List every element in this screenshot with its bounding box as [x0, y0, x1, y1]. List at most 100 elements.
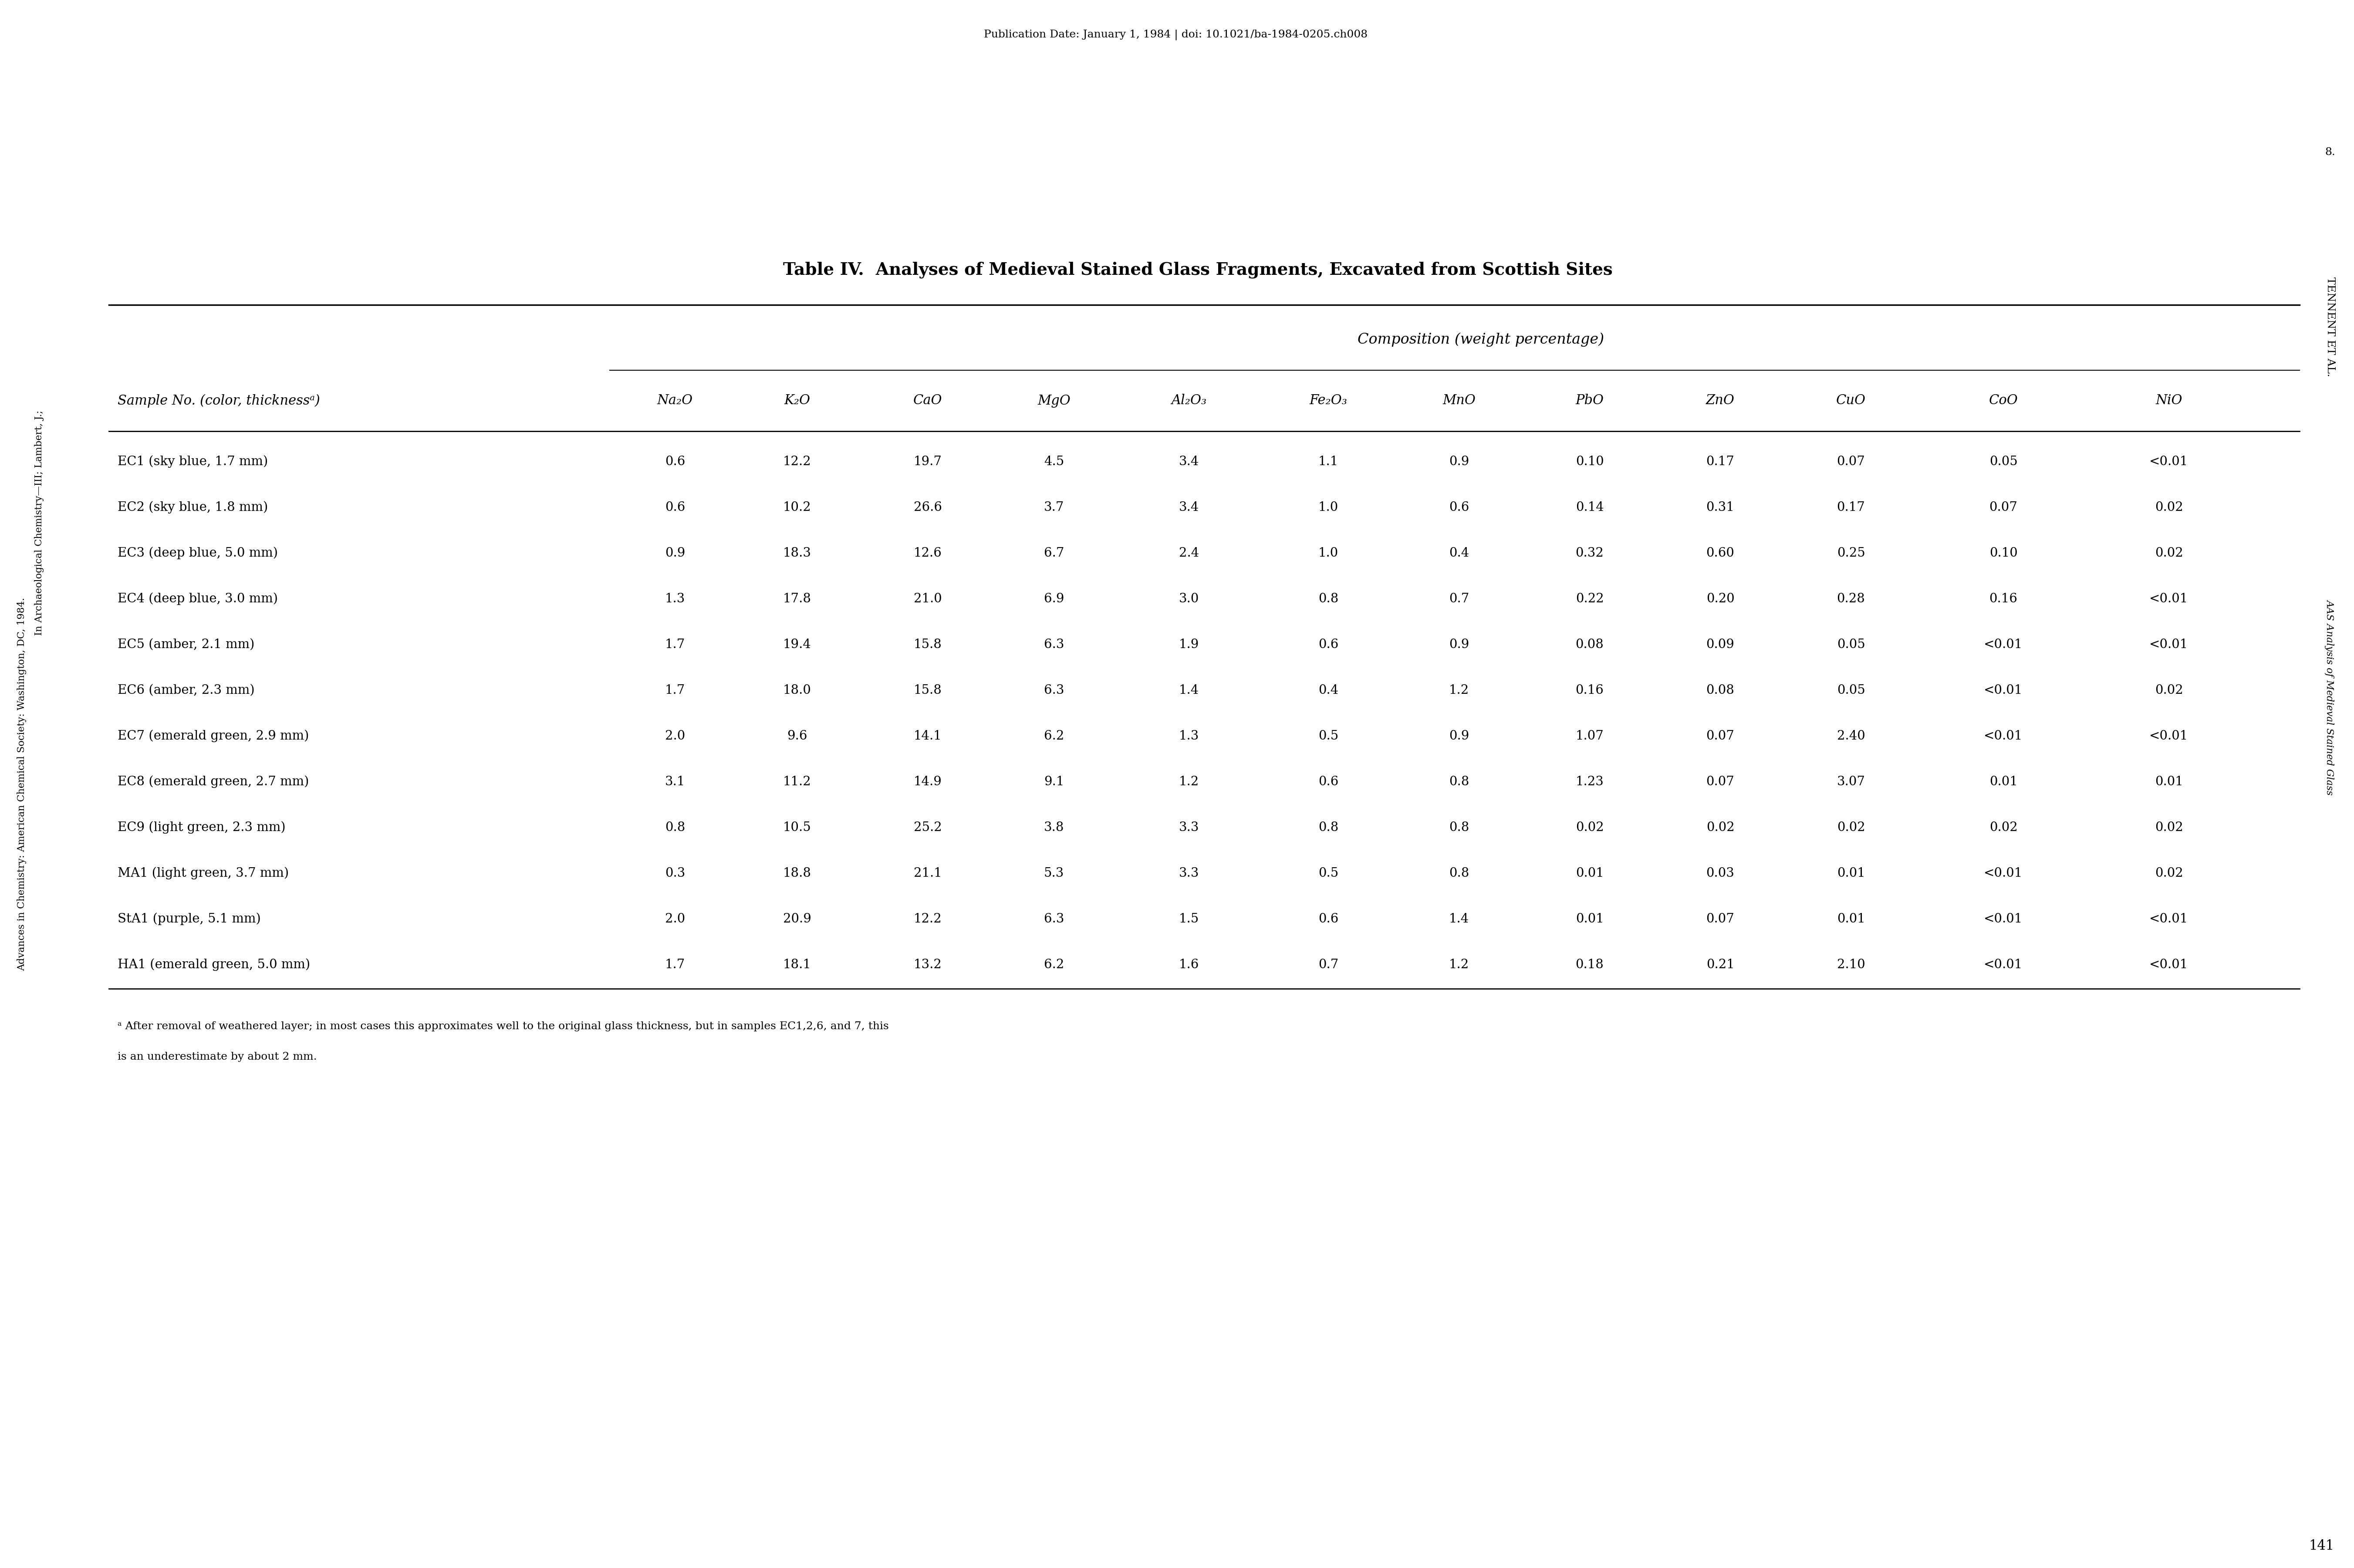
Text: 0.17: 0.17	[1836, 502, 1864, 514]
Text: 0.6: 0.6	[1318, 638, 1339, 651]
Text: 0.01: 0.01	[1575, 913, 1603, 925]
Text: 1.1: 1.1	[1318, 456, 1339, 467]
Text: 0.7: 0.7	[1450, 593, 1469, 605]
Text: In Archaeological Chemistry—III; Lambert, J.;: In Archaeological Chemistry—III; Lambert…	[35, 411, 45, 635]
Text: EC6 (amber, 2.3 mm): EC6 (amber, 2.3 mm)	[118, 684, 254, 696]
Text: 0.16: 0.16	[1989, 593, 2017, 605]
Text: AAS Analysis of Medieval Stained Glass: AAS Analysis of Medieval Stained Glass	[2326, 599, 2335, 795]
Text: 0.08: 0.08	[1575, 638, 1603, 651]
Text: 3.4: 3.4	[1179, 456, 1198, 467]
Text: 0.01: 0.01	[1575, 867, 1603, 880]
Text: 3.7: 3.7	[1043, 502, 1064, 514]
Text: 12.6: 12.6	[913, 547, 942, 560]
Text: 2.4: 2.4	[1179, 547, 1198, 560]
Text: 3.1: 3.1	[664, 776, 685, 789]
Text: MnO: MnO	[1443, 394, 1476, 408]
Text: 0.16: 0.16	[1575, 684, 1603, 696]
Text: 6.2: 6.2	[1043, 731, 1064, 742]
Text: <0.01: <0.01	[2149, 456, 2189, 467]
Text: 0.01: 0.01	[2154, 776, 2182, 789]
Text: EC2 (sky blue, 1.8 mm): EC2 (sky blue, 1.8 mm)	[118, 502, 268, 514]
Text: 0.6: 0.6	[1450, 502, 1469, 514]
Text: 6.9: 6.9	[1043, 593, 1064, 605]
Text: 3.3: 3.3	[1179, 822, 1198, 834]
Text: 3.4: 3.4	[1179, 502, 1198, 514]
Text: EC4 (deep blue, 3.0 mm): EC4 (deep blue, 3.0 mm)	[118, 593, 278, 605]
Text: 1.2: 1.2	[1450, 958, 1469, 971]
Text: 0.05: 0.05	[1836, 638, 1864, 651]
Text: EC3 (deep blue, 5.0 mm): EC3 (deep blue, 5.0 mm)	[118, 547, 278, 560]
Text: 0.10: 0.10	[1575, 456, 1603, 467]
Text: is an underestimate by about 2 mm.: is an underestimate by about 2 mm.	[118, 1052, 318, 1062]
Text: 19.7: 19.7	[913, 456, 942, 467]
Text: MA1 (light green, 3.7 mm): MA1 (light green, 3.7 mm)	[118, 867, 290, 880]
Text: 18.1: 18.1	[784, 958, 812, 971]
Text: EC1 (sky blue, 1.7 mm): EC1 (sky blue, 1.7 mm)	[118, 455, 268, 467]
Text: 0.07: 0.07	[1836, 456, 1864, 467]
Text: MgO: MgO	[1038, 394, 1071, 408]
Text: 1.9: 1.9	[1179, 638, 1198, 651]
Text: 9.1: 9.1	[1043, 776, 1064, 789]
Text: 6.7: 6.7	[1043, 547, 1064, 560]
Text: 20.9: 20.9	[784, 913, 812, 925]
Text: 3.0: 3.0	[1179, 593, 1198, 605]
Text: 0.8: 0.8	[1318, 822, 1339, 834]
Text: 0.01: 0.01	[1836, 867, 1864, 880]
Text: 0.6: 0.6	[664, 502, 685, 514]
Text: 0.17: 0.17	[1707, 456, 1735, 467]
Text: 1.07: 1.07	[1575, 731, 1603, 742]
Text: 0.02: 0.02	[2154, 684, 2182, 696]
Text: 0.4: 0.4	[1318, 684, 1339, 696]
Text: 11.2: 11.2	[784, 776, 812, 789]
Text: ᵃ After removal of weathered layer; in most cases this approximates well to the : ᵃ After removal of weathered layer; in m…	[118, 1021, 890, 1032]
Text: Table IV.  Analyses of Medieval Stained Glass Fragments, Excavated from Scottish: Table IV. Analyses of Medieval Stained G…	[784, 262, 1612, 279]
Text: 0.28: 0.28	[1836, 593, 1864, 605]
Text: NiO: NiO	[2156, 394, 2182, 408]
Text: 6.2: 6.2	[1043, 958, 1064, 971]
Text: 8.: 8.	[2326, 147, 2335, 157]
Text: <0.01: <0.01	[2149, 958, 2189, 971]
Text: 13.2: 13.2	[913, 958, 942, 971]
Text: 0.25: 0.25	[1836, 547, 1864, 560]
Text: CoO: CoO	[1989, 394, 2017, 408]
Text: 21.0: 21.0	[913, 593, 942, 605]
Text: Composition (weight percentage): Composition (weight percentage)	[1358, 332, 1603, 347]
Text: 0.07: 0.07	[1707, 776, 1735, 789]
Text: 19.4: 19.4	[784, 638, 812, 651]
Text: 0.09: 0.09	[1707, 638, 1735, 651]
Text: 14.9: 14.9	[913, 776, 942, 789]
Text: 0.8: 0.8	[664, 822, 685, 834]
Text: StA1 (purple, 5.1 mm): StA1 (purple, 5.1 mm)	[118, 913, 261, 925]
Text: Advances in Chemistry: American Chemical Society: Washington, DC, 1984.: Advances in Chemistry: American Chemical…	[16, 597, 26, 971]
Text: 2.40: 2.40	[1836, 731, 1864, 742]
Text: 1.5: 1.5	[1179, 913, 1198, 925]
Text: Na₂O: Na₂O	[657, 394, 692, 408]
Text: 9.6: 9.6	[786, 731, 807, 742]
Text: 1.0: 1.0	[1318, 502, 1339, 514]
Text: 0.7: 0.7	[1318, 958, 1339, 971]
Text: Sample No. (color, thicknessᵃ): Sample No. (color, thicknessᵃ)	[118, 394, 320, 408]
Text: <0.01: <0.01	[2149, 913, 2189, 925]
Text: EC9 (light green, 2.3 mm): EC9 (light green, 2.3 mm)	[118, 822, 285, 834]
Text: <0.01: <0.01	[2149, 593, 2189, 605]
Text: K₂O: K₂O	[784, 394, 810, 408]
Text: 0.07: 0.07	[1707, 913, 1735, 925]
Text: 0.08: 0.08	[1707, 684, 1735, 696]
Text: 0.03: 0.03	[1707, 867, 1735, 880]
Text: 1.7: 1.7	[664, 638, 685, 651]
Text: 0.21: 0.21	[1707, 958, 1735, 971]
Text: 0.02: 0.02	[2154, 822, 2182, 834]
Text: 1.23: 1.23	[1575, 776, 1603, 789]
Text: 0.5: 0.5	[1318, 867, 1339, 880]
Text: 10.2: 10.2	[784, 502, 812, 514]
Text: 3.8: 3.8	[1043, 822, 1064, 834]
Text: 12.2: 12.2	[913, 913, 942, 925]
Text: 0.6: 0.6	[1318, 776, 1339, 789]
Text: 14.1: 14.1	[913, 731, 942, 742]
Text: 15.8: 15.8	[913, 638, 942, 651]
Text: 17.8: 17.8	[784, 593, 812, 605]
Text: 18.8: 18.8	[784, 867, 812, 880]
Text: 10.5: 10.5	[784, 822, 812, 834]
Text: <0.01: <0.01	[2149, 638, 2189, 651]
Text: 6.3: 6.3	[1043, 913, 1064, 925]
